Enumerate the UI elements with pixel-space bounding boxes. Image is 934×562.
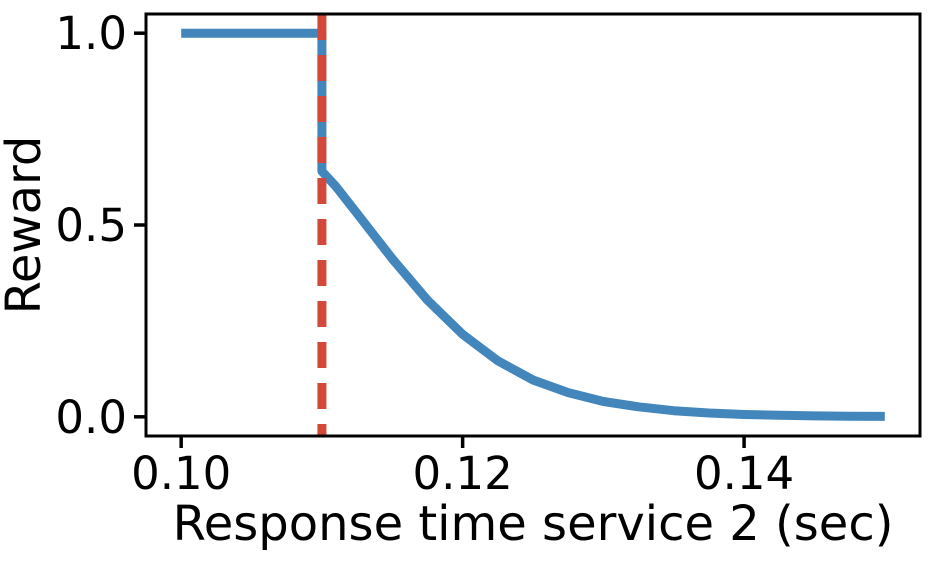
y-tick-label-1: 0.5	[55, 199, 127, 252]
y-tick-label-0: 0.0	[55, 391, 127, 444]
plot-area	[146, 14, 920, 436]
y-axis-label: Reward	[0, 136, 52, 315]
x-tick-label-0: 0.10	[131, 447, 231, 500]
x-axis-label: Response time service 2 (sec)	[173, 496, 894, 552]
ticks-layer	[134, 31, 746, 448]
series-layer	[181, 14, 885, 436]
y-tick-label-2: 1.0	[55, 7, 127, 60]
x-tick-label-2: 0.14	[694, 447, 794, 500]
reward-vs-response-time	[181, 28, 885, 421]
x-tick-label-1: 0.12	[413, 447, 513, 500]
